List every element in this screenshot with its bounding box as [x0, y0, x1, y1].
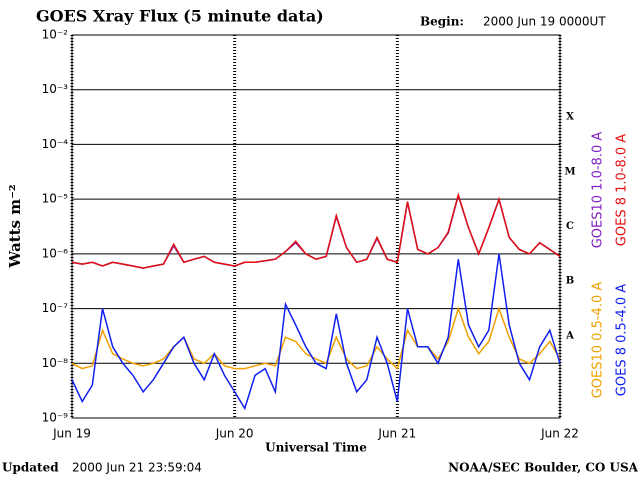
x-tick-label: Jun 20	[215, 427, 254, 441]
y-tick-label: 10⁻⁹	[42, 411, 69, 425]
begin-time: 2000 Jun 19 0000UT	[483, 15, 606, 29]
y-tick-label: 10⁻²	[42, 28, 69, 42]
flare-class-label: M	[564, 166, 575, 177]
series-line	[71, 192, 561, 269]
flare-class-label: X	[566, 112, 574, 123]
plot-frame	[71, 34, 561, 419]
legend-entry: GOES10 0.5-4.0 A	[591, 282, 606, 399]
source: NOAA/SEC Boulder, CO USA	[448, 461, 639, 475]
flare-class-label: B	[566, 276, 574, 287]
updated-time: 2000 Jun 21 23:59:04	[72, 461, 202, 475]
begin-label: Begin:	[420, 15, 464, 29]
series-line	[71, 306, 561, 371]
legend-entry: GOES 8 0.5-4.0 A	[615, 284, 630, 396]
chart-title: GOES Xray Flux (5 minute data)	[36, 7, 324, 26]
series-line	[71, 253, 561, 411]
y-tick-label: 10⁻⁵	[42, 192, 69, 206]
y-tick-label: 10⁻⁴	[42, 137, 69, 151]
flare-class-label: C	[566, 221, 574, 232]
updated-label: Updated	[2, 461, 59, 475]
y-tick-label: 10⁻⁸	[42, 356, 69, 370]
flare-class-label: A	[565, 330, 574, 341]
x-tick-label: Jun 19	[52, 427, 91, 441]
y-tick-label: 10⁻⁶	[42, 246, 69, 260]
legend-entry: GOES 8 1.0-8.0 A	[615, 134, 630, 246]
x-tick-label: Jun 21	[377, 427, 416, 441]
y-tick-label: 10⁻³	[42, 82, 69, 96]
legend-entry: GOES10 1.0-8.0 A	[591, 132, 606, 249]
x-axis-label: Universal Time	[265, 441, 367, 455]
y-tick-label: 10⁻⁷	[42, 301, 69, 315]
y-axis-label: Watts m⁻²	[6, 184, 24, 268]
x-tick-label: Jun 22	[540, 427, 579, 441]
